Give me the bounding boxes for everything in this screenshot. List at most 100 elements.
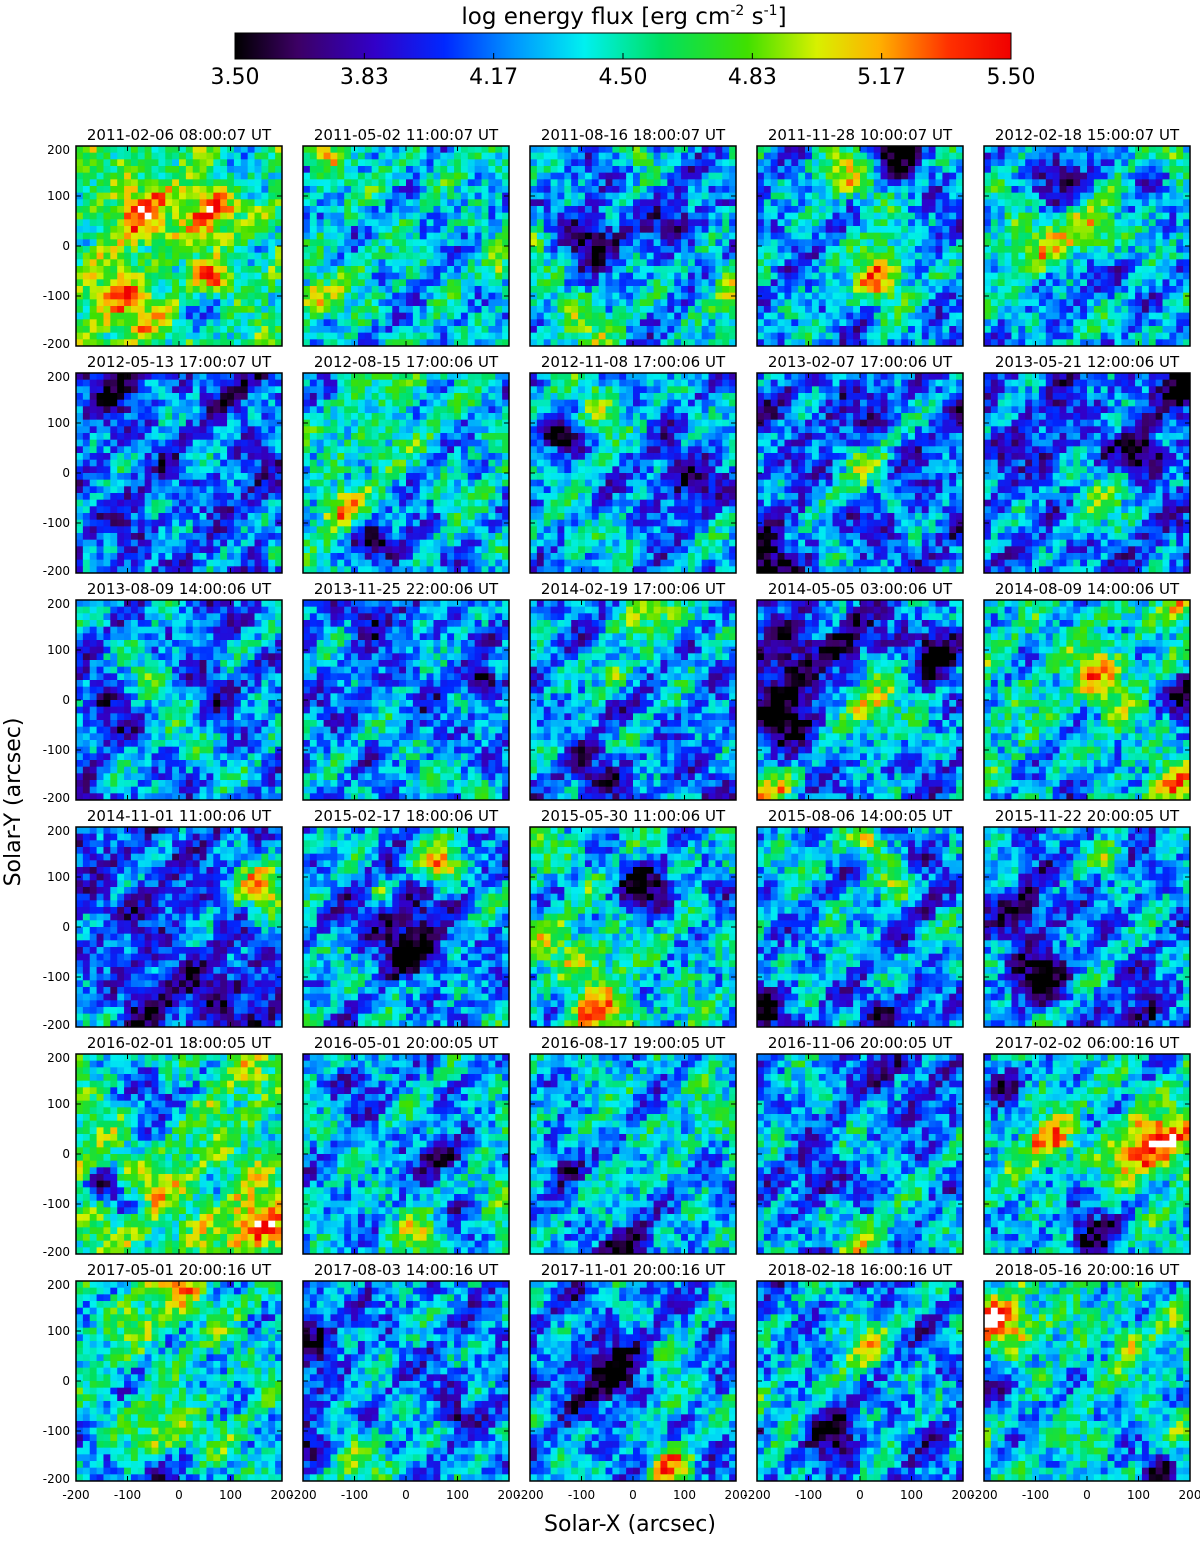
flux-cell [991,226,998,233]
flux-cell [461,266,468,273]
flux-cell [1080,166,1087,173]
flux-cell [805,219,812,226]
flux-cell [358,173,365,180]
flux-cell [984,206,991,213]
flux-cell [778,266,785,273]
flux-cell [399,253,406,260]
flux-cell [330,146,337,153]
flux-cell [1066,239,1073,246]
flux-cell [420,219,427,226]
flux-cell [1080,146,1087,153]
flux-cell [461,286,468,293]
flux-cell [640,166,647,173]
flux-cell [433,253,440,260]
flux-cell [860,153,867,160]
flux-cell [599,299,606,306]
flux-cell [942,326,949,333]
flux-cell [778,286,785,293]
flux-cell [544,286,551,293]
flux-cell [826,213,833,220]
flux-cell [365,306,372,313]
flux-cell [626,299,633,306]
flux-cell [571,219,578,226]
flux-cell [695,179,702,186]
flux-cell [172,146,179,153]
flux-cell [771,159,778,166]
flux-cell [193,293,200,300]
flux-cell [1053,206,1060,213]
flux-cell [372,326,379,333]
flux-cell [839,326,846,333]
flux-cell [358,226,365,233]
flux-cell [660,273,667,280]
flux-cell [1005,306,1012,313]
flux-cell [97,253,104,260]
flux-cell [241,286,248,293]
flux-cell [599,259,606,266]
flux-cell [764,279,771,286]
flux-cell [778,333,785,340]
flux-cell [894,246,901,253]
flux-cell [268,306,275,313]
flux-cell [90,233,97,240]
flux-cell [592,286,599,293]
flux-cell [433,153,440,160]
flux-cell [200,286,207,293]
flux-cell [764,233,771,240]
flux-cell [427,259,434,266]
flux-cell [551,166,558,173]
flux-cell [1149,166,1156,173]
flux-cell [83,433,90,440]
flux-cell [606,179,613,186]
flux-cell [571,173,578,180]
flux-cell [97,386,104,393]
flux-cell [791,313,798,320]
flux-cell [475,259,482,266]
flux-cell [949,219,956,226]
flux-cell [1108,159,1115,166]
flux-cell [165,380,172,387]
flux-cell [853,206,860,213]
flux-cell [695,193,702,200]
flux-cell [488,206,495,213]
flux-cell [695,226,702,233]
flux-cell [887,259,894,266]
flux-cell [310,259,317,266]
flux-cell [626,293,633,300]
flux-cell [1101,219,1108,226]
flux-cell [599,293,606,300]
flux-cell [1135,206,1142,213]
flux-cell [461,226,468,233]
flux-cell [213,293,220,300]
flux-cell [757,326,764,333]
flux-cell [715,319,722,326]
flux-cell [551,253,558,260]
flux-cell [784,253,791,260]
flux-cell [227,166,234,173]
flux-cell [599,333,606,340]
flux-cell [1176,199,1183,206]
flux-cell [695,319,702,326]
flux-cell [165,313,172,320]
flux-cell [90,299,97,306]
flux-cell [778,319,785,326]
flux-cell [268,266,275,273]
flux-cell [1094,299,1101,306]
flux-cell [1025,299,1032,306]
flux-cell [1060,193,1067,200]
flux-cell [227,199,234,206]
flux-cell [887,166,894,173]
flux-cell [1135,166,1142,173]
flux-cell [874,279,881,286]
flux-cell [83,266,90,273]
flux-cell [1128,239,1135,246]
flux-cell [172,400,179,407]
flux-cell [90,219,97,226]
flux-cell [317,159,324,166]
flux-cell [599,193,606,200]
flux-cell [1108,186,1115,193]
flux-cell [819,206,826,213]
flux-cell [1156,159,1163,166]
flux-cell [365,319,372,326]
flux-cell [317,193,324,200]
